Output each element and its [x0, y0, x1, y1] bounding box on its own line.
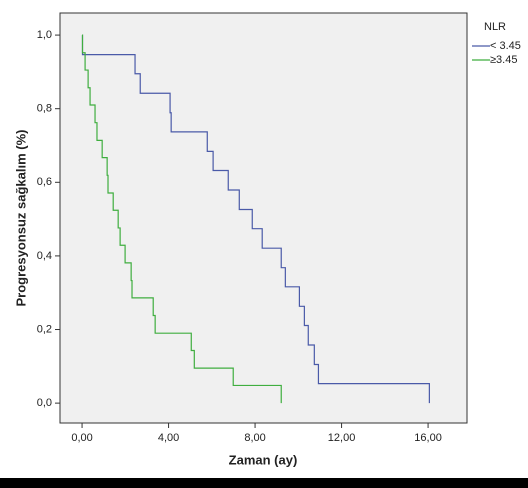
y-tick-label: 0,0	[37, 397, 52, 409]
survival-curve	[81, 34, 430, 404]
y-tick-label: 0,6	[37, 176, 52, 188]
survival-curve	[81, 34, 282, 404]
x-tick-label: 8,00	[244, 432, 265, 444]
x-axis-title: Zaman (ay)	[229, 452, 298, 467]
plot-area	[59, 12, 468, 424]
legend-label: ≥3.45	[490, 54, 517, 66]
legend-title: NLR	[484, 21, 506, 33]
y-tick-label: 0,8	[37, 103, 52, 115]
x-tick-label: 12,00	[328, 432, 356, 444]
y-tick-label: 0,2	[37, 323, 52, 335]
x-tick-label: 4,00	[158, 432, 179, 444]
y-axis-title: Progresyonsuz sağkalım (%)	[13, 130, 28, 307]
legend-label: < 3.45	[490, 40, 521, 52]
y-tick-label: 0,4	[37, 250, 52, 262]
bottom-bar	[0, 478, 528, 488]
x-tick-label: 0,00	[71, 432, 92, 444]
x-tick-label: 16,00	[414, 432, 442, 444]
y-tick-label: 1,0	[37, 29, 52, 41]
